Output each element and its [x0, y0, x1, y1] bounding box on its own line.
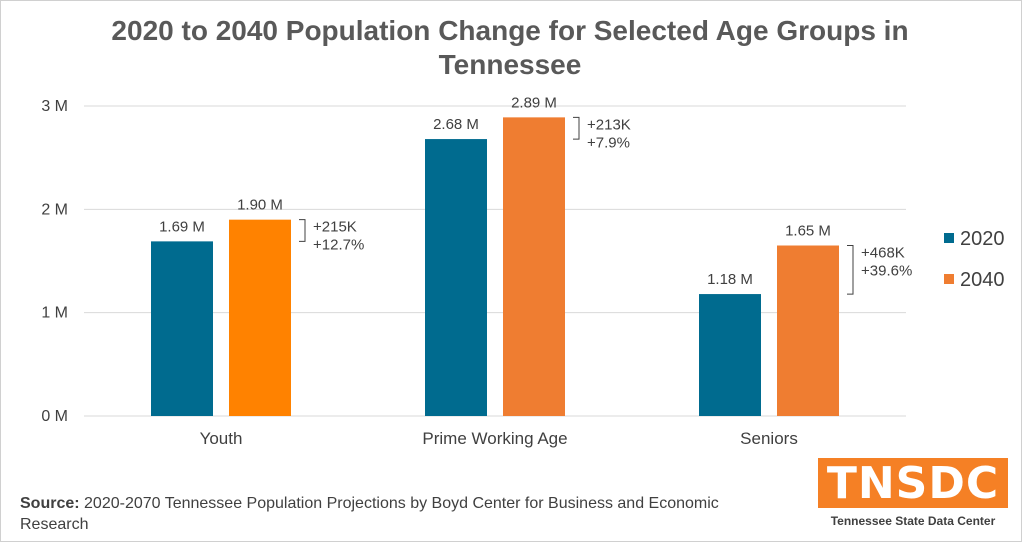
change-pct-label: +7.9% — [587, 134, 630, 151]
change-abs-label: +215K — [313, 219, 357, 236]
x-tick-label: Prime Working Age — [422, 429, 567, 448]
data-label: 2.68 M — [433, 116, 479, 133]
bar-2040 — [777, 245, 839, 416]
y-tick-label: 3 M — [41, 98, 68, 115]
bar-2020 — [151, 241, 213, 416]
legend-swatch-2040 — [944, 274, 954, 284]
change-pct-label: +12.7% — [313, 237, 364, 254]
chart-title: 2020 to 2040 Population Change for Selec… — [111, 15, 909, 80]
x-tick-label: Youth — [200, 429, 243, 448]
y-tick-label: 1 M — [41, 305, 68, 322]
change-bracket — [573, 116, 580, 140]
source-label: Source: — [20, 495, 80, 512]
logo-wordmark: TNSDC — [818, 458, 1008, 509]
data-label: 1.90 M — [237, 197, 283, 214]
legend-label-2040: 2040 — [960, 269, 1005, 291]
y-tick-label: 2 M — [41, 201, 68, 218]
data-label: 1.69 M — [159, 218, 205, 235]
bar-2040 — [503, 117, 565, 416]
x-tick-label: Seniors — [740, 429, 798, 448]
source-text: 2020-2070 Tennessee Population Projectio… — [20, 495, 719, 533]
legend-label-2020: 2020 — [960, 228, 1005, 250]
y-tick-label: 0 M — [41, 408, 68, 425]
tnsdc-logo: TNSDC Tennessee State Data Center — [818, 458, 1014, 528]
bar-2020 — [699, 294, 761, 416]
legend-swatch-2020 — [944, 233, 954, 243]
change-bracket — [847, 245, 854, 295]
change-abs-label: +468K — [861, 245, 905, 262]
change-bracket — [299, 219, 306, 242]
change-abs-label: +213K — [587, 116, 631, 133]
data-label: 1.18 M — [707, 271, 753, 288]
bar-2040 — [229, 219, 291, 416]
bar-2020 — [425, 139, 487, 417]
data-label: 2.89 M — [511, 94, 557, 111]
change-pct-label: +39.6% — [861, 263, 912, 280]
logo-subtitle: Tennessee State Data Center — [830, 514, 996, 528]
data-label: 1.65 M — [785, 223, 831, 240]
source-note: Source: 2020-2070 Tennessee Population P… — [20, 493, 780, 535]
